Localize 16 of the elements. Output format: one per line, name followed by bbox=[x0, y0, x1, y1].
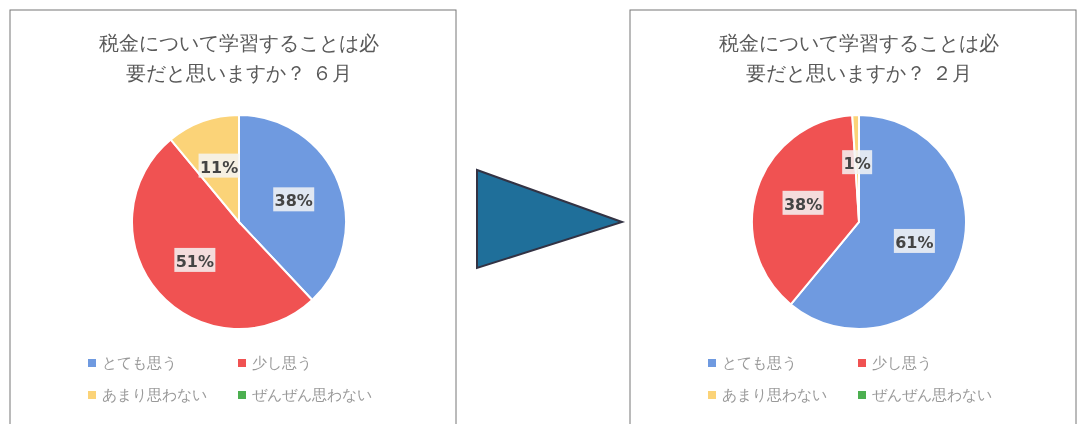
legend-label: 少し思う bbox=[872, 354, 932, 372]
legend-label: ぜんぜん思わない bbox=[252, 386, 372, 404]
data-label: 51% bbox=[175, 251, 214, 271]
data-label: 38% bbox=[274, 191, 313, 211]
chart-title: 税金について学習することは必要だと思いますか？ ６月 bbox=[99, 31, 379, 85]
legend-label: とても思う bbox=[102, 354, 177, 372]
legend-label: ぜんぜん思わない bbox=[872, 386, 992, 404]
legend-label: あまり思わない bbox=[102, 386, 207, 404]
chart-title: 税金について学習することは必要だと思いますか？ ２月 bbox=[719, 31, 999, 85]
data-label: 11% bbox=[199, 157, 239, 177]
legend-label: 少し思う bbox=[252, 354, 312, 372]
legend-label: あまり思わない bbox=[722, 386, 827, 404]
data-label: 38% bbox=[783, 194, 823, 214]
legend-label: とても思う bbox=[722, 354, 797, 372]
data-label: 61% bbox=[895, 232, 934, 252]
data-label: 1% bbox=[843, 154, 871, 174]
